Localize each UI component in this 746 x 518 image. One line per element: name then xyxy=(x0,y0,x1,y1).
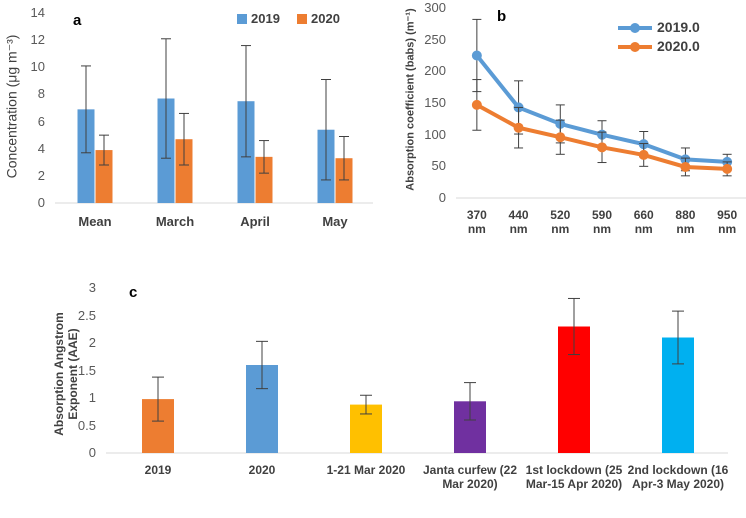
panel-label: a xyxy=(73,12,82,29)
y-tick-label: 250 xyxy=(424,31,446,47)
marker xyxy=(597,142,607,153)
x-tick-label: 880 nm xyxy=(675,208,696,236)
y-tick-label: 1 xyxy=(88,390,96,405)
y-tick-label: 150 xyxy=(424,95,446,110)
x-tick-label: March xyxy=(155,214,195,229)
y-tick-label: 8 xyxy=(37,86,45,102)
x-tick-label: 1-21 Mar 2020 xyxy=(326,463,406,477)
y-tick-label: 0.5 xyxy=(77,417,96,433)
x-tick-label: 2019 xyxy=(144,463,172,477)
bar xyxy=(77,109,95,203)
marker xyxy=(555,132,566,143)
y-tick-label: 4 xyxy=(37,140,45,156)
legend-label: 2019.0 xyxy=(657,19,700,35)
legend-marker xyxy=(630,42,640,52)
y-tick-label: 200 xyxy=(424,63,446,79)
y-tick-label: 0 xyxy=(37,195,45,210)
marker xyxy=(638,149,649,160)
x-tick-label: 2nd lockdown (16 Apr-3 May 2020) xyxy=(627,463,729,491)
bar xyxy=(255,156,273,203)
x-tick-label: April xyxy=(240,214,270,229)
legend-swatch xyxy=(237,14,247,24)
bar xyxy=(175,139,193,203)
y-tick-label: 300 xyxy=(424,0,446,15)
marker xyxy=(471,50,482,61)
y-tick-label: 100 xyxy=(424,126,446,142)
legend-label: 2020.0 xyxy=(657,38,700,54)
legend-label: 2020 xyxy=(311,11,340,26)
bar xyxy=(95,150,113,203)
y-tick-label: 10 xyxy=(30,59,45,75)
x-tick-label: 660 nm xyxy=(633,208,654,236)
x-tick-label: 370 nm xyxy=(466,208,487,236)
y-tick-label: 3 xyxy=(88,280,96,295)
panel-label: b xyxy=(497,8,507,25)
x-tick-label: 590 nm xyxy=(591,208,613,236)
marker xyxy=(471,99,482,110)
x-tick-label: Janta curfew (22 Mar 2020) xyxy=(422,463,518,491)
x-tick-label: 2020 xyxy=(248,463,276,477)
y-tick-label: 2 xyxy=(88,335,96,350)
marker xyxy=(513,122,524,133)
y-tick-label: 6 xyxy=(37,113,45,129)
x-tick-label: Mean xyxy=(78,214,112,229)
x-tick-label: 440 nm xyxy=(508,208,529,236)
y-tick-label: 2.5 xyxy=(77,307,96,323)
legend-label: 2019 xyxy=(251,11,280,26)
y-tick-label: 2 xyxy=(37,167,45,183)
y-tick-label: 14 xyxy=(30,5,45,20)
x-tick-label: 520 nm xyxy=(550,208,571,236)
y-tick-label: 50 xyxy=(431,158,446,174)
x-tick-label: 950 nm xyxy=(717,208,738,236)
legend-marker xyxy=(630,23,640,33)
marker xyxy=(722,163,733,174)
x-tick-label: 1st lockdown (25 Mar-15 Apr 2020) xyxy=(525,463,623,491)
x-tick-label: May xyxy=(322,214,348,229)
y-tick-label: 1.5 xyxy=(77,362,96,378)
bar xyxy=(335,158,353,203)
panel-label: c xyxy=(129,284,138,301)
y-tick-label: 0 xyxy=(438,190,446,205)
marker xyxy=(680,161,691,172)
legend-swatch xyxy=(297,14,307,24)
y-tick-label: 0 xyxy=(88,445,96,460)
y-tick-label: 12 xyxy=(30,32,45,48)
